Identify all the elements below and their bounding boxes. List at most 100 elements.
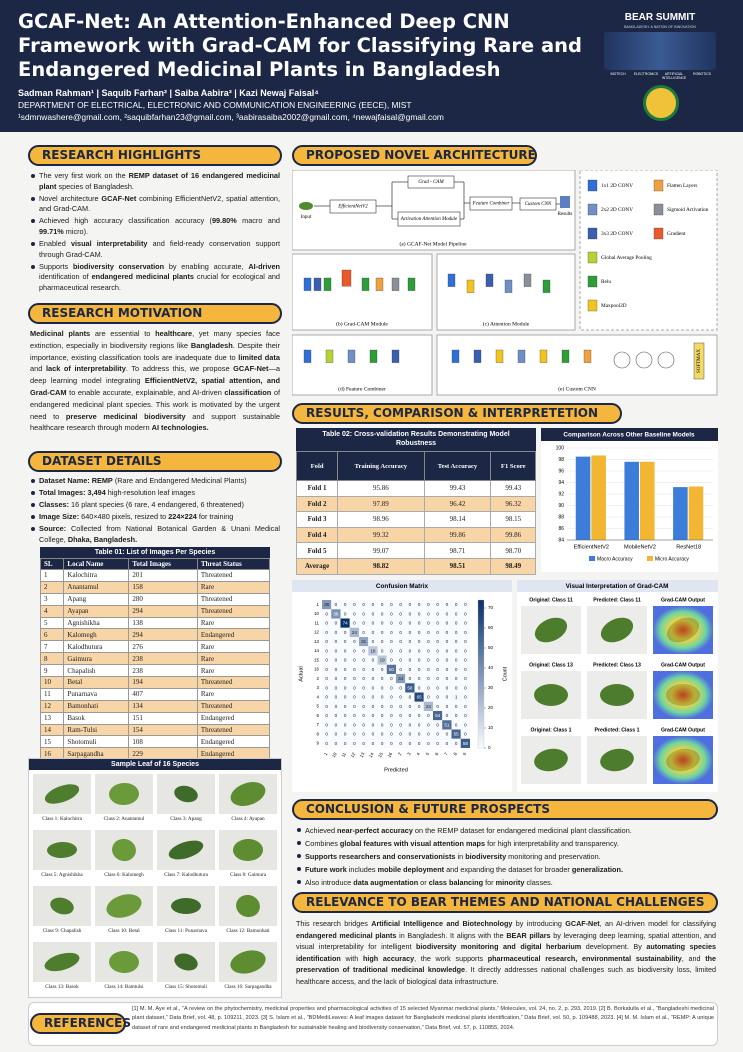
- cell-value: 58: [463, 741, 469, 746]
- matrix-cell: [331, 674, 341, 684]
- matrix-cell: [460, 683, 470, 693]
- panel-title: Sample Leaf of 16 Species: [29, 759, 281, 770]
- table-cell: Chapalish: [63, 664, 130, 678]
- cell-value: 0: [335, 695, 338, 700]
- cell-value: 0: [464, 676, 467, 681]
- matrix-cell: [442, 646, 452, 656]
- bullet-dot: [31, 242, 35, 247]
- cell-value: 0: [381, 611, 384, 616]
- diagram-label: Flatten Layers: [667, 183, 697, 189]
- y-axis-title: Actual: [298, 666, 304, 682]
- cell-value: 0: [464, 713, 467, 718]
- diagram-label: 2x2 2D CONV: [601, 207, 633, 213]
- table-cell: 98.71: [423, 542, 492, 559]
- matrix-cell: [414, 655, 424, 665]
- table-cell: 98.51: [423, 557, 492, 575]
- table-cell: Rare: [196, 652, 271, 666]
- matrix-cell: [349, 609, 359, 619]
- authors: Sadman Rahman¹ | Saquib Farhan² | Saiba …: [18, 88, 319, 98]
- architecture-diagram: Input EfficientNetV2 Grad - CAM Activation …: [292, 170, 718, 396]
- matrix-cell: [423, 701, 433, 711]
- cell-value: 0: [381, 648, 384, 653]
- cell-value: 0: [381, 602, 384, 607]
- matrix-cell: [442, 618, 452, 628]
- poster-title: GCAF-Net: An Attention-Enhanced Deep CNN…: [18, 10, 582, 81]
- table-cell: 96.42: [423, 495, 492, 513]
- table-cell: 7: [39, 640, 65, 654]
- section-heading: RESULTS, COMPARISON & INTERPRETETION: [292, 403, 622, 424]
- cell-value: 0: [362, 676, 365, 681]
- text: 16 plant species (6 rare, 4 endangered, …: [69, 500, 244, 510]
- matrix-cell: [386, 655, 396, 665]
- cell-value: 0: [455, 676, 458, 681]
- matrix-cell: [359, 683, 369, 693]
- image-label: Grad-CAM Output: [661, 727, 705, 733]
- cell-value: 0: [418, 722, 421, 727]
- column-header: Training Accuracy: [337, 451, 425, 481]
- matrix-cell: [322, 664, 332, 674]
- cell-value: 0: [390, 704, 393, 709]
- matrix-cell: [377, 600, 387, 610]
- x-tick-label: 15: [377, 751, 384, 758]
- diagram-label: (d) Feature Combiner: [338, 385, 386, 392]
- leaf: [174, 785, 198, 803]
- legend-swatch: [653, 203, 664, 216]
- cell-value: 0: [446, 621, 449, 626]
- image-label: Predicted: Class 1: [595, 727, 640, 733]
- column-header: Threat Status: [196, 558, 271, 570]
- cell-value: 0: [446, 713, 449, 718]
- matrix-cell: [451, 637, 461, 647]
- legend-swatch: [587, 299, 598, 312]
- leaf-image: [219, 774, 277, 814]
- layer-block: [375, 277, 384, 291]
- matrix-cell: [386, 609, 396, 619]
- matrix-cell: [405, 674, 415, 684]
- section-heading: RESEARCH HIGHLIGHTS: [28, 145, 282, 166]
- matrix-cell: [340, 729, 350, 739]
- leaf: [174, 953, 198, 971]
- matrix-cell: [423, 655, 433, 665]
- image-label: Original: Class 13: [529, 662, 573, 668]
- cell-value: 0: [335, 621, 338, 626]
- cell-value: 0: [464, 648, 467, 653]
- matrix-cell: [396, 701, 406, 711]
- table-cell: Threatened: [196, 723, 271, 737]
- department: DEPARTMENT OF ELECTRICAL, ELECTRONIC AND…: [18, 100, 412, 110]
- bullet-dot: [297, 867, 301, 871]
- bold-text: healthcare: [155, 329, 193, 338]
- results-icon: [560, 196, 570, 208]
- leaf: [666, 748, 700, 772]
- layer-block: [473, 349, 482, 363]
- panel-box: [292, 334, 433, 396]
- dense-layer: [613, 351, 631, 369]
- x-tick-label: MobileNetV2: [624, 544, 656, 550]
- matrix-cell: [377, 664, 387, 674]
- cell-value: 0: [455, 713, 458, 718]
- legend-swatch: [587, 275, 598, 288]
- cell-value: 0: [344, 639, 347, 644]
- matrix-cell: [368, 609, 378, 619]
- matrix-cell: [423, 646, 433, 656]
- bullet-dot: [297, 880, 301, 884]
- cell-value: 51: [444, 722, 450, 727]
- layer-block: [451, 349, 460, 363]
- table-cell: 99.43: [423, 480, 492, 497]
- cell-value: 0: [344, 611, 347, 616]
- text: . To address this, we propose: [125, 364, 234, 374]
- cell-value: 0: [427, 722, 430, 727]
- text: species of Bangladesh.: [56, 181, 134, 191]
- cell-value: 0: [353, 732, 356, 737]
- table-cell: 96.32: [490, 495, 536, 513]
- table-cell: 98.49: [490, 557, 536, 575]
- bullet-dot: [31, 503, 35, 508]
- emails: ¹sdmnwashere@gmail.com, ²saquibfarhan23@…: [18, 112, 444, 122]
- y-tick-label: 10: [314, 611, 319, 616]
- cell-value: 0: [390, 630, 393, 635]
- leaf-image: [157, 942, 215, 982]
- leaf-image: [219, 886, 277, 926]
- bar: [688, 486, 704, 540]
- bold-text: Medicinal plants: [30, 329, 91, 338]
- bold-text: generalization.: [571, 865, 623, 874]
- matrix-cell: [405, 609, 415, 619]
- matrix-cell: [396, 692, 406, 702]
